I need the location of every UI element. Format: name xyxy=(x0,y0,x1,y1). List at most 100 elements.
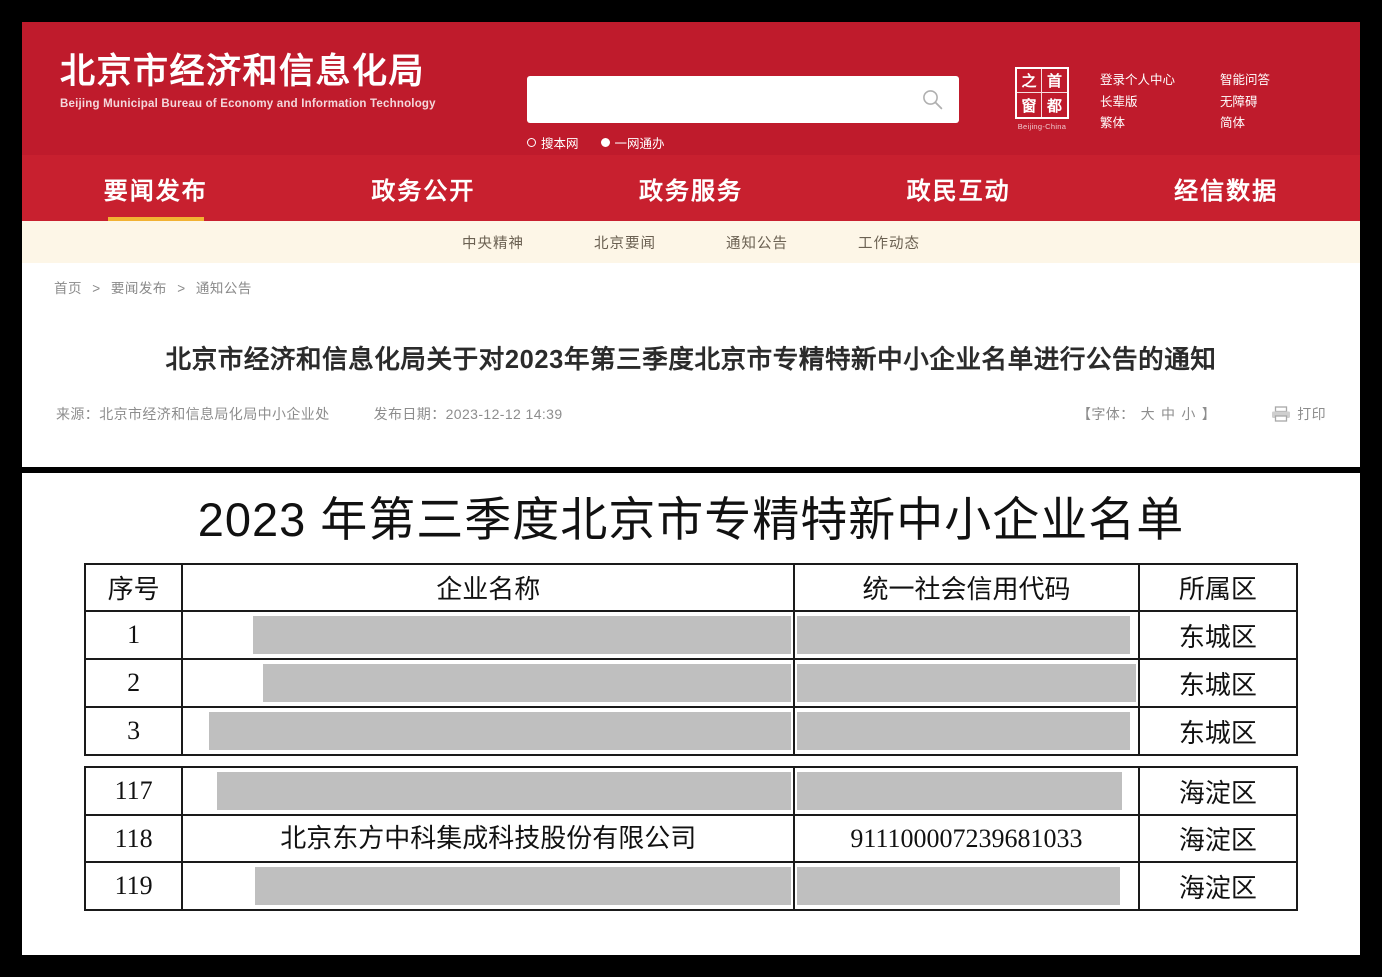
cell-index: 117 xyxy=(83,766,184,816)
subnav-item-beijing-news[interactable]: 北京要闻 xyxy=(594,235,656,252)
breadcrumb-item-home[interactable]: 首页 xyxy=(54,281,82,296)
redaction-bar xyxy=(263,664,792,702)
redaction-bar xyxy=(253,616,792,654)
nav-item-data[interactable]: 经信数据 xyxy=(1174,177,1279,205)
cell-code-redacted xyxy=(793,706,1140,756)
cell-name-redacted xyxy=(181,610,796,660)
main-navigation: 要闻发布 政务公开 政务服务 政民互动 经信数据 xyxy=(22,155,1360,221)
logo-chinese-title: 北京市经济和信息化局 xyxy=(60,52,426,91)
redaction-bar xyxy=(797,616,1130,654)
redaction-bar xyxy=(797,867,1120,905)
redaction-bar xyxy=(797,772,1122,810)
table-truncation-seam xyxy=(85,755,1297,767)
nav-item-citizen-interaction[interactable]: 政民互动 xyxy=(906,177,1011,205)
cell-code: 911100007239681033 xyxy=(793,814,1140,863)
breadcrumb-separator-icon: > xyxy=(177,281,186,296)
cell-district: 东城区 xyxy=(1137,706,1299,756)
utility-link-elder-version[interactable]: 长辈版 xyxy=(1100,94,1138,109)
table-row: 117 海淀区 xyxy=(83,766,1299,816)
utility-link-traditional[interactable]: 繁体 xyxy=(1100,116,1126,130)
cell-index: 3 xyxy=(83,706,184,756)
sub-navigation: 中央精神 北京要闻 通知公告 工作动态 xyxy=(22,221,1360,263)
cell-district: 东城区 xyxy=(1137,658,1299,708)
font-size-small[interactable]: 小 xyxy=(1181,406,1196,422)
seal-char-1: 之 xyxy=(1017,69,1042,93)
cell-district: 海淀区 xyxy=(1137,814,1299,863)
article-tools: 【字体： 大中小】 打印 xyxy=(1074,404,1326,424)
redaction-bar xyxy=(217,772,792,810)
site-logo[interactable]: 北京市经济和信息化局 Beijing Municipal Bureau of E… xyxy=(60,52,436,110)
breadcrumb-separator-icon: > xyxy=(92,281,101,296)
utility-links-right: 智能问答 无障碍 简体 xyxy=(1220,70,1270,135)
document-table-wrapper: 序号 企业名称 统一社会信用代码 所属区 1 xyxy=(22,563,1360,911)
article-meta: 来源：北京市经济和信息局化局中小企业处 发布日期：2023-12-12 14:3… xyxy=(22,404,1360,424)
search-scope-option-site[interactable]: 搜本网 xyxy=(527,133,579,152)
subnav-item-announcements[interactable]: 通知公告 xyxy=(726,235,788,252)
table-header-row: 序号 企业名称 统一社会信用代码 所属区 xyxy=(83,563,1299,612)
seal-char-3: 窗 xyxy=(1017,93,1042,117)
print-label: 打印 xyxy=(1297,406,1326,422)
logo-english-title: Beijing Municipal Bureau of Economy and … xyxy=(60,98,436,111)
search-input[interactable] xyxy=(539,76,919,123)
cell-index: 119 xyxy=(83,861,184,911)
radio-unchecked-icon[interactable] xyxy=(527,138,536,147)
article-source-label: 来源： xyxy=(56,406,100,422)
cell-code-redacted xyxy=(793,610,1140,660)
nav-item-government-openness[interactable]: 政务公开 xyxy=(371,177,476,205)
search-scope-label-service: 一网通办 xyxy=(614,137,665,151)
table-row: 118 北京东方中科集成科技股份有限公司 911100007239681033 … xyxy=(83,814,1299,863)
font-size-label: 【字体： xyxy=(1076,406,1135,422)
article-date-value: 2023-12-12 14:39 xyxy=(445,406,563,422)
search-icon[interactable] xyxy=(922,89,943,110)
document-capture: 2023 年第三季度北京市专精特新中小企业名单 序号 企业名称 统一社会信用代码… xyxy=(22,473,1360,955)
redaction-bar xyxy=(209,712,792,750)
cell-index: 1 xyxy=(83,610,184,660)
document-title: 2023 年第三季度北京市专精特新中小企业名单 xyxy=(197,493,1185,546)
subnav-item-work-updates[interactable]: 工作动态 xyxy=(858,235,920,252)
table-header-code: 统一社会信用代码 xyxy=(793,563,1140,612)
subnav-item-central-spirit[interactable]: 中央精神 xyxy=(462,235,524,252)
print-button[interactable]: 打印 xyxy=(1271,404,1326,424)
redaction-bar xyxy=(797,664,1136,702)
cell-code-redacted xyxy=(793,658,1140,708)
utility-links-left: 登录个人中心 长辈版 繁体 xyxy=(1100,70,1175,135)
table-header-district: 所属区 xyxy=(1137,563,1299,612)
article-source: 来源：北京市经济和信息局化局中小企业处 xyxy=(56,404,330,424)
font-size-control: 【字体： 大中小】 xyxy=(1074,404,1219,424)
table-row: 2 东城区 xyxy=(83,658,1299,708)
article-date-label: 发布日期： xyxy=(373,406,446,422)
table-header-index: 序号 xyxy=(83,563,184,612)
table-header-name: 企业名称 xyxy=(181,563,796,612)
search-scope-radios: 搜本网 一网通办 xyxy=(527,133,967,152)
utility-link-accessibility[interactable]: 无障碍 xyxy=(1220,94,1258,109)
table-row: 1 东城区 xyxy=(83,610,1299,660)
seal-char-4: 都 xyxy=(1046,97,1062,115)
utility-link-simplified[interactable]: 简体 xyxy=(1220,116,1246,130)
radio-checked-icon[interactable] xyxy=(600,138,610,147)
font-size-medium[interactable]: 中 xyxy=(1160,406,1176,422)
search-scope-label-site: 搜本网 xyxy=(541,137,579,151)
cell-district: 东城区 xyxy=(1137,610,1299,660)
seal-grid: 之 首 窗 都 xyxy=(1015,67,1069,119)
font-size-large[interactable]: 大 xyxy=(1140,406,1155,422)
search-area: 搜本网 一网通办 xyxy=(527,76,967,152)
article-source-value: 北京市经济和信息局化局中小企业处 xyxy=(99,406,330,422)
search-box[interactable] xyxy=(527,76,959,123)
cell-name-redacted xyxy=(181,706,796,756)
search-scope-option-service[interactable]: 一网通办 xyxy=(600,133,665,152)
nav-item-news[interactable]: 要闻发布 xyxy=(22,155,290,221)
printer-icon xyxy=(1271,406,1291,422)
utility-link-smart-qa[interactable]: 智能问答 xyxy=(1220,73,1271,87)
redaction-bar xyxy=(797,712,1130,750)
nav-item-government-services[interactable]: 政务服务 xyxy=(638,177,743,205)
article-date: 发布日期：2023-12-12 14:39 xyxy=(374,404,563,424)
cell-district: 海淀区 xyxy=(1137,861,1299,911)
cell-name-redacted xyxy=(181,861,796,911)
breadcrumb-item-announcements[interactable]: 通知公告 xyxy=(195,281,252,296)
cell-name: 北京东方中科集成科技股份有限公司 xyxy=(181,814,796,863)
breadcrumb-item-news[interactable]: 要闻发布 xyxy=(110,281,167,296)
utility-link-login[interactable]: 登录个人中心 xyxy=(1100,73,1176,87)
website-capture: 北京市经济和信息化局 Beijing Municipal Bureau of E… xyxy=(22,22,1360,467)
article-title: 北京市经济和信息化局关于对2023年第三季度北京市专精特新中小企业名单进行公告的… xyxy=(165,346,1217,374)
cell-code-redacted xyxy=(793,861,1140,911)
